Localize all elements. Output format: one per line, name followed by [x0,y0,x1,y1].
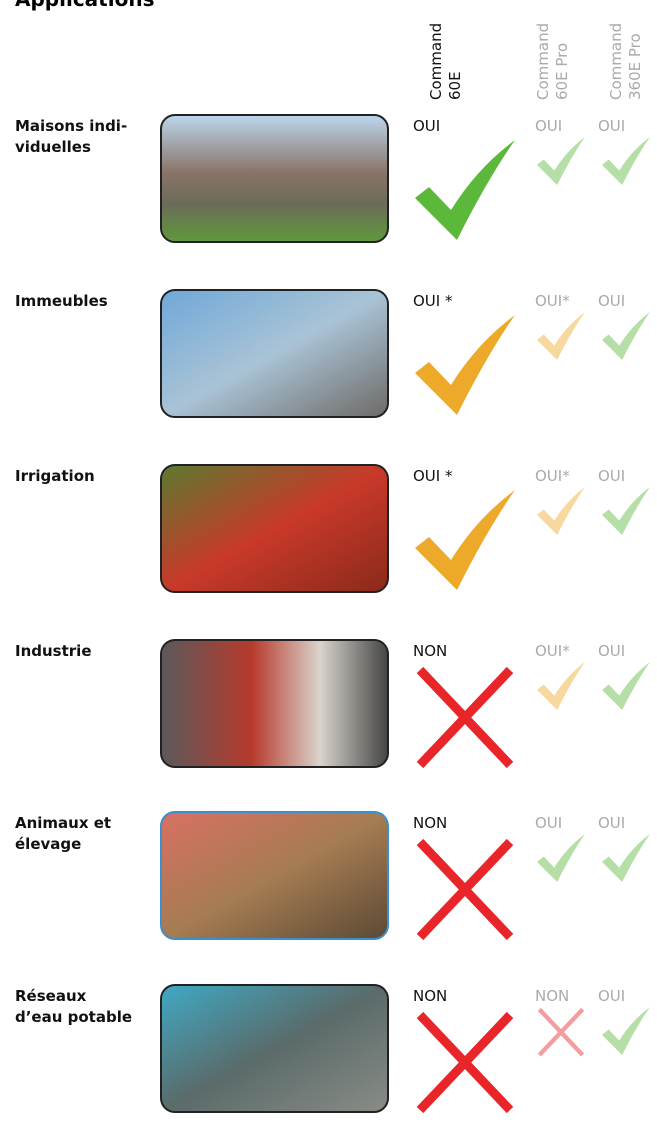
column-header-line: 60E Pro [553,43,571,100]
check-icon [602,137,650,185]
cell-text: OUI [535,814,562,832]
row-label: Irrigation [15,467,95,485]
column-header-line: 60E [446,71,464,100]
cross-icon [420,670,510,765]
page: Applications Command60ECommand60E ProCom… [0,0,657,1133]
cell-text: OUI [535,117,562,135]
row-photo [161,640,388,767]
row-photo [161,290,388,417]
column-header-line: Command [607,23,625,100]
cell-text: OUI* [535,292,570,310]
document: Applications Command60ECommand60E ProCom… [0,0,657,1133]
cell-text: OUI [598,987,625,1005]
check-icon [602,662,650,710]
check-icon [602,487,650,535]
row-photo [161,115,388,242]
cross-icon [539,1009,582,1055]
check-icon [415,315,515,415]
cell-text: OUI [598,292,625,310]
row-label: viduelles [15,138,91,156]
check-icon [537,137,585,185]
cell-text: OUI [413,117,440,135]
row-photo [161,465,388,592]
cross-icon [420,842,510,937]
column-header-line: Command [427,23,445,100]
check-icon [537,487,585,535]
check-icon [602,1007,650,1055]
row-label: d’eau potable [15,1008,132,1026]
cell-text: OUI * [413,467,453,485]
page-title: Applications [15,0,154,11]
cell-text: OUI [598,814,625,832]
cell-text: OUI * [413,292,453,310]
cell-text: NON [413,642,447,660]
row-label: Industrie [15,642,92,660]
cell-text: OUI [598,642,625,660]
row-photo [161,812,388,939]
cell-text: NON [535,987,569,1005]
row-label: Immeubles [15,292,108,310]
check-icon [537,834,585,882]
check-icon [415,140,515,240]
row-label: élevage [15,835,81,853]
cell-text: OUI* [535,467,570,485]
cell-text: OUI [598,117,625,135]
check-icon [602,834,650,882]
cell-text: NON [413,987,447,1005]
cell-text: OUI [598,467,625,485]
cross-icon [420,1015,510,1110]
check-icon [537,662,585,710]
column-header-line: 360E Pro [626,33,644,100]
check-icon [602,312,650,360]
check-icon [415,490,515,590]
check-icon [537,312,585,360]
cell-text: NON [413,814,447,832]
cell-text: OUI* [535,642,570,660]
row-label: Réseaux [15,987,87,1005]
row-photo [161,985,388,1112]
row-label: Maisons indi- [15,117,127,135]
column-header-line: Command [534,23,552,100]
row-label: Animaux et [15,814,111,832]
